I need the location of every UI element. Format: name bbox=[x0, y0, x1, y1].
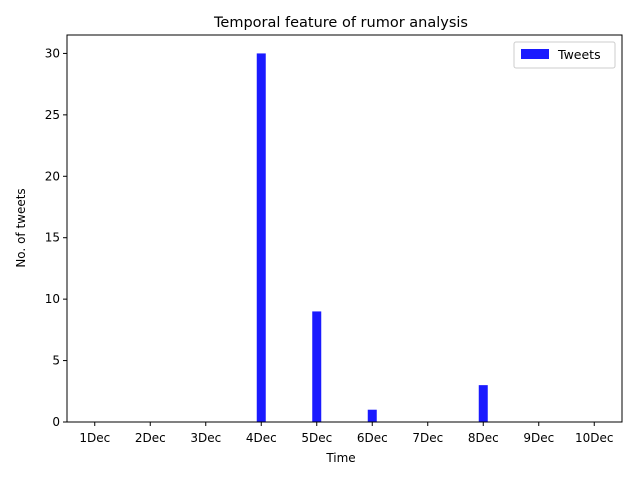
legend-swatch bbox=[521, 49, 549, 59]
bar-5Dec bbox=[312, 311, 322, 422]
plot-frame bbox=[66, 34, 623, 423]
bar-6Dec bbox=[367, 409, 377, 422]
y-axis-label: No. of tweets bbox=[14, 188, 28, 267]
x-tick-label: 2Dec bbox=[135, 431, 166, 445]
y-tick-label: 15 bbox=[45, 231, 60, 245]
x-axis-label: Time bbox=[325, 451, 355, 465]
legend-label: Tweets bbox=[557, 47, 601, 62]
bar-4Dec bbox=[256, 53, 266, 423]
x-tick-label: 4Dec bbox=[246, 431, 277, 445]
x-tick-label: 10Dec bbox=[575, 431, 614, 445]
x-tick-label: 8Dec bbox=[468, 431, 499, 445]
y-axis-ticks: 0 5 10 15 20 25 30 bbox=[45, 46, 67, 429]
y-tick-label: 0 bbox=[52, 415, 60, 429]
x-tick-label: 7Dec bbox=[412, 431, 443, 445]
y-tick-label: 25 bbox=[45, 108, 60, 122]
x-axis-ticks: 1Dec 2Dec 3Dec 4Dec 5Dec 6Dec 7Dec 8Dec 9Dec 10De… bbox=[79, 422, 614, 445]
x-tick-label: 9Dec bbox=[523, 431, 554, 445]
y-tick-label: 20 bbox=[45, 169, 60, 183]
bars-group bbox=[256, 53, 488, 423]
y-tick-label: 10 bbox=[45, 292, 60, 306]
y-tick-label: 30 bbox=[45, 46, 60, 60]
bar-8Dec bbox=[478, 385, 488, 422]
x-tick-label: 1Dec bbox=[79, 431, 110, 445]
y-tick-label: 5 bbox=[52, 354, 60, 368]
chart-title: Temporal feature of rumor analysis bbox=[213, 15, 468, 31]
legend: Tweets bbox=[513, 41, 616, 69]
x-tick-label: 5Dec bbox=[301, 431, 332, 445]
x-tick-label: 6Dec bbox=[357, 431, 388, 445]
legend-frame bbox=[513, 41, 616, 69]
x-tick-label: 3Dec bbox=[190, 431, 221, 445]
